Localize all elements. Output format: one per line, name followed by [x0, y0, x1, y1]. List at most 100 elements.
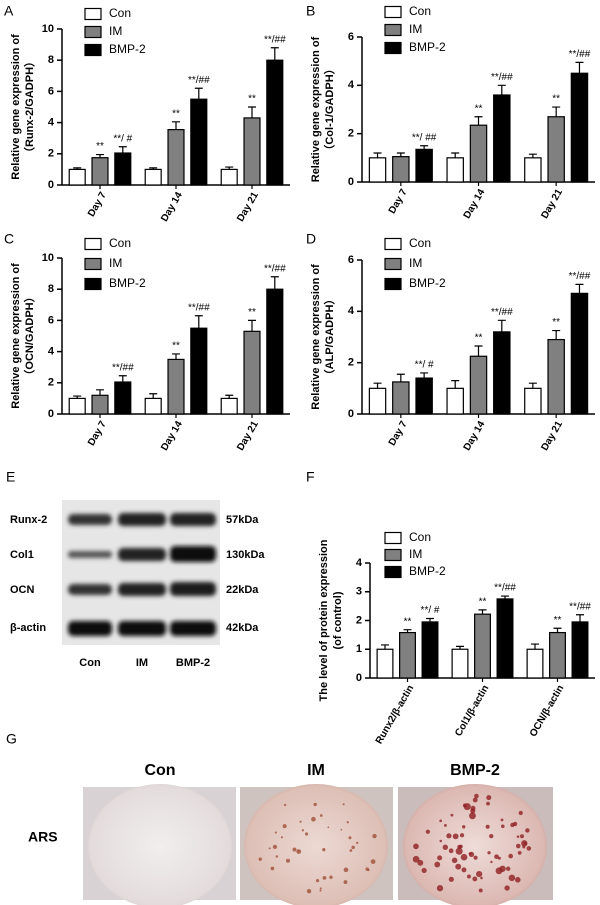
nodule [525, 828, 530, 833]
chart: B Relative gene expression of （Col-1/GADPH… [306, 3, 595, 221]
error-bar [118, 375, 127, 383]
nodule [515, 843, 521, 849]
nodule [412, 855, 420, 863]
legend-swatch [84, 237, 102, 251]
nodule [425, 829, 431, 834]
legend-swatch [84, 257, 102, 271]
bar [114, 381, 132, 415]
y-tick-label: 0 [48, 408, 54, 420]
group-label: Con [144, 762, 175, 779]
significance-label: **/ # [113, 133, 132, 144]
stain-label: ARS [28, 829, 58, 845]
nodule [459, 833, 465, 838]
bar [446, 387, 464, 415]
nodule [322, 848, 326, 852]
y-axis-label: （Runx-2/GADPH） [23, 56, 36, 158]
nodule [340, 828, 343, 831]
nodule [436, 885, 444, 892]
x-tick-label: Runx2/β-actin [374, 683, 417, 746]
well [88, 784, 232, 905]
bar [190, 98, 208, 186]
legend-swatch [84, 43, 102, 57]
bar [368, 157, 387, 183]
error-bar [575, 283, 584, 294]
y-tick-label: 4 [48, 346, 55, 358]
chart: A Relative gene expression of （Runx-2/GADP… [4, 3, 290, 224]
nodule [468, 852, 472, 855]
x-tick-label: Day 14 [159, 190, 185, 224]
bar [114, 152, 132, 186]
bar [266, 59, 284, 186]
nodule [474, 793, 479, 799]
nodule [463, 803, 471, 811]
error-bar [118, 146, 127, 154]
error-bar [149, 393, 158, 399]
bar [571, 621, 589, 679]
legend-label: Con [109, 236, 131, 250]
nodule [301, 829, 305, 832]
nodule [270, 866, 275, 871]
bar [469, 124, 488, 183]
nodule [473, 855, 478, 860]
nodule [517, 851, 522, 855]
y-axis-label: The level of protein expression [318, 539, 330, 701]
nodule [472, 797, 478, 803]
lane-label: IM [136, 657, 148, 669]
nodule [487, 851, 491, 855]
error-bar [96, 389, 104, 396]
nodule [467, 874, 471, 879]
nodule [292, 847, 297, 852]
y-tick-label: 0 [348, 176, 354, 188]
x-tick-label: Day 21 [539, 419, 565, 453]
nodule [268, 847, 271, 850]
nodule [446, 833, 452, 839]
size-label: 130kDa [226, 549, 265, 561]
y-tick-label: 3 [356, 586, 362, 598]
nodule [439, 819, 442, 823]
y-tick-label: 0 [356, 672, 362, 684]
significance-label: **/## [264, 263, 286, 274]
y-axis-label: Relative gene expression of [10, 34, 22, 180]
size-label: 57kDa [226, 514, 259, 526]
y-axis-label: Relative gene expression of [10, 263, 22, 409]
error-bar [478, 609, 487, 615]
nodule [526, 846, 532, 851]
nodule [518, 810, 523, 816]
bar [469, 355, 488, 415]
x-tick-label: Day 14 [159, 419, 185, 453]
protein-label: Runx-2 [10, 514, 47, 526]
bar [68, 397, 86, 415]
significance-label: ** [552, 317, 560, 328]
legend-label: BMP-2 [409, 40, 446, 54]
significance-label: **/## [569, 271, 591, 282]
chart: D Relative gene expression of （ALP/GADPH） 0… [306, 231, 595, 453]
nodule [455, 847, 463, 855]
y-tick-label: 2 [348, 128, 354, 140]
y-axis-label: （Col-1/GADPH） [323, 63, 336, 155]
significance-label: ** [248, 307, 256, 318]
bar [421, 621, 439, 679]
nodule [523, 841, 527, 846]
y-tick-label: 2 [356, 614, 362, 626]
x-tick-label: Day 14 [462, 187, 488, 221]
x-tick-label: Day 21 [539, 187, 565, 221]
error-bar [531, 643, 539, 650]
nodule [319, 889, 322, 892]
nodule [470, 805, 476, 811]
nodule [283, 803, 287, 807]
nodule [451, 857, 458, 864]
significance-label: ** [475, 333, 483, 344]
significance-label: ** [404, 616, 412, 627]
legend-swatch [384, 565, 402, 579]
legend-swatch [384, 531, 402, 545]
nodule [444, 824, 447, 827]
well [244, 784, 388, 905]
bar [547, 338, 565, 415]
significance-label: **/ # [421, 605, 440, 616]
y-tick-label: 8 [48, 54, 54, 66]
nodule [485, 824, 490, 829]
legend-label: BMP-2 [409, 276, 446, 290]
nodule [442, 844, 449, 850]
nodule [460, 853, 468, 861]
